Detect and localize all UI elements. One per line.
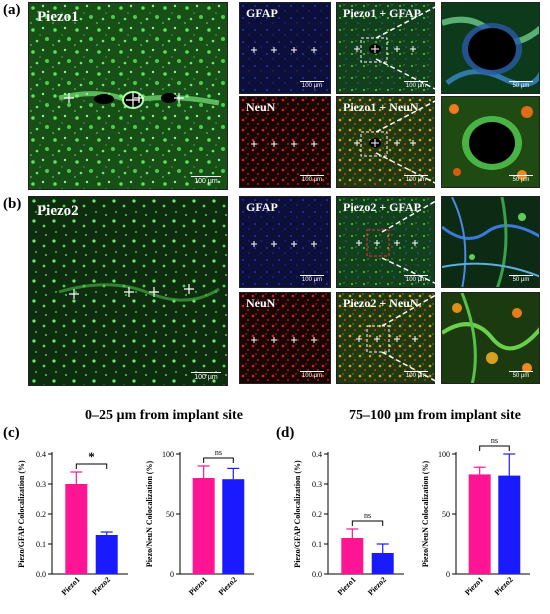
significance-bracket (203, 457, 234, 463)
x-tick-label: Piezo1 (187, 575, 209, 597)
micrograph-piezo2: Piezo2 100 µm (28, 196, 228, 386)
micrograph-label: Piezo1 + NeuN (343, 100, 419, 114)
y-axis-label: Piezo/NeuN Colocalization (%) (145, 461, 154, 568)
micrograph-label: NeuN (246, 296, 276, 310)
y-axis-label: Piezo/NeuN Colocalization (%) (421, 461, 430, 568)
y-tick-label: 0.0 (36, 570, 46, 579)
y-tick-label: 50 (166, 510, 174, 519)
y-tick-label: 0 (170, 570, 174, 579)
micrograph-piezo1: Piezo1 100 µm (28, 2, 228, 190)
scale-bar: 50 µm (509, 370, 533, 379)
scale-bar: 100 µm (300, 274, 324, 283)
significance-bracket (75, 463, 108, 469)
panel-label-b: (b) (3, 196, 22, 212)
panel-label-d: (d) (276, 425, 295, 441)
significance-label: ns (215, 448, 222, 457)
micrograph-neun-b: NeuN 100 µm (239, 292, 331, 384)
bar (341, 538, 364, 574)
micrograph-neun-a: NeuN 100 µm (239, 96, 331, 188)
x-tick-label: Piezo2 (493, 575, 515, 597)
y-tick-label: 0.4 (312, 450, 322, 459)
chart-c-gfap: 0.0 0.1 0.2 0.3 0.4 Piezo/GFAP Colocalization… (0, 424, 140, 614)
micrograph-zoom-gfap-a: 50 µm (441, 2, 540, 94)
section-title-d: 75–100 µm from implant site (349, 408, 521, 423)
micrograph-zoom-gfap-b: 50 µm (441, 196, 540, 288)
scale-bar: 100 µm (404, 370, 428, 379)
micrograph-label: Piezo2 + NeuN (343, 296, 419, 310)
scale-bar: 50 µm (509, 274, 533, 283)
micrograph-label: Piezo1 (37, 9, 79, 25)
y-tick-label: 0.2 (36, 510, 46, 519)
y-tick-label: 0.0 (312, 570, 322, 579)
micrograph-label: GFAP (246, 200, 278, 214)
scale-bar: 100 µm (191, 371, 221, 381)
chart-d-neun: 0 50 100 Piezo/NeuN Colocalization (%) Piezo… (414, 424, 548, 614)
panel-label-c: (c) (3, 425, 20, 441)
scale-bar: 50 µm (509, 174, 533, 183)
significance-label: ns (491, 436, 498, 445)
scale-bar: 100 µm (300, 80, 324, 89)
micrograph-piezo1-gfap: Piezo1 + GFAP 100 µm (336, 2, 435, 94)
significance-label: ns (364, 511, 371, 520)
micrograph-label: Piezo2 (37, 203, 79, 219)
x-tick-label: Piezo2 (217, 575, 239, 597)
scale-bar: 100 µm (404, 274, 428, 283)
micrograph-gfap-a: GFAP 100 µm (239, 2, 331, 94)
micrograph-zoom-neun-a: 50 µm (441, 96, 540, 188)
scale-bar: 50 µm (509, 80, 533, 89)
y-axis-label: Piezo/GFAP Colocalization (%) (293, 460, 302, 568)
section-title-c: 0–25 µm from implant site (85, 408, 243, 423)
micrograph-gfap-b: GFAP 100 µm (239, 196, 331, 288)
bar (468, 474, 491, 574)
chart-c-neun: 0 50 100 Piezo/NeuN Colocalization (%) Piezo… (138, 424, 268, 614)
y-tick-label: 50 (442, 510, 450, 519)
scale-bar: 100 µm (404, 174, 428, 183)
x-tick-label: Piezo2 (90, 575, 112, 597)
significance-label: * (88, 449, 95, 464)
bar (222, 479, 245, 574)
y-tick-label: 0.1 (312, 540, 322, 549)
micrograph-label: GFAP (246, 6, 278, 20)
scale-bar: 100 µm (404, 80, 428, 89)
y-tick-label: 0.3 (312, 480, 322, 489)
zoom-connector-lines-b (381, 197, 442, 385)
chart-d-gfap: 0.0 0.1 0.2 0.3 0.4 Piezo/GFAP Colocalization… (276, 424, 416, 614)
x-tick-label: Piezo1 (336, 575, 358, 597)
bar (65, 484, 88, 574)
zoom-connector-lines-a (375, 3, 442, 187)
micrograph-label: Piezo1 + GFAP (343, 6, 421, 20)
scale-bar: 100 µm (300, 174, 324, 183)
y-tick-label: 100 (438, 450, 450, 459)
significance-bracket (479, 445, 510, 451)
y-tick-label: 100 (162, 450, 174, 459)
y-axis-label: Piezo/GFAP Colocalization (%) (17, 460, 26, 568)
micrograph-label: Piezo2 + GFAP (343, 200, 421, 214)
x-tick-label: Piezo1 (463, 575, 485, 597)
micrograph-label: NeuN (246, 100, 276, 114)
bar (192, 478, 215, 574)
panel-label-a: (a) (3, 2, 21, 18)
micrograph-zoom-neun-b: 50 µm (441, 292, 540, 384)
y-tick-label: 0 (446, 570, 450, 579)
bar (498, 475, 521, 574)
y-tick-label: 0.4 (36, 450, 46, 459)
significance-bracket (351, 520, 384, 526)
y-tick-label: 0.1 (36, 540, 46, 549)
scale-bar: 100 µm (300, 370, 324, 379)
micrograph-piezo2-neun: Piezo2 + NeuN 100 µm (336, 292, 435, 384)
bar (371, 553, 394, 574)
x-tick-label: Piezo1 (60, 575, 82, 597)
scale-bar: 100 µm (191, 175, 221, 185)
y-tick-label: 0.2 (312, 510, 322, 519)
y-tick-label: 0.3 (36, 480, 46, 489)
micrograph-piezo1-neun: Piezo1 + NeuN 100 µm (336, 96, 435, 188)
x-tick-label: Piezo2 (366, 575, 388, 597)
bar (95, 535, 118, 574)
